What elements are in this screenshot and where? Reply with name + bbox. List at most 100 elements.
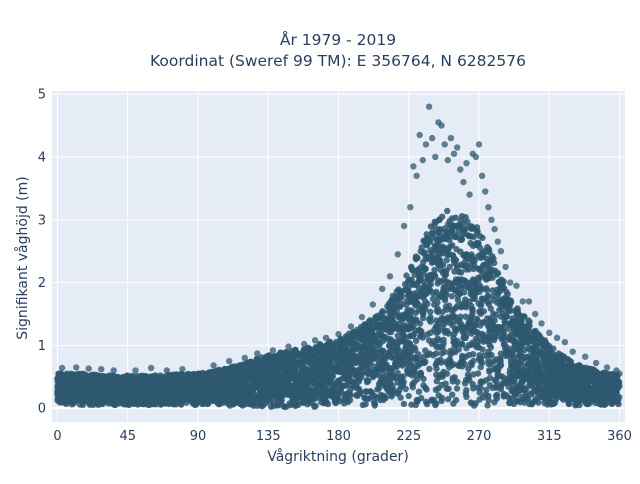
data-point — [529, 400, 535, 406]
data-point — [370, 374, 376, 380]
data-point — [543, 372, 549, 378]
data-point — [535, 374, 541, 380]
data-point — [386, 329, 392, 335]
data-point — [475, 370, 481, 376]
data-point — [468, 315, 474, 321]
data-point — [459, 341, 465, 347]
data-point — [321, 386, 327, 392]
data-point — [451, 268, 457, 274]
data-point — [472, 277, 478, 283]
data-point — [434, 299, 440, 305]
data-point — [450, 400, 456, 406]
data-point — [509, 345, 515, 351]
data-point — [471, 266, 477, 272]
data-point — [470, 351, 476, 357]
data-point — [186, 382, 192, 388]
data-point — [367, 317, 373, 323]
data-point — [533, 349, 539, 355]
data-point — [477, 337, 483, 343]
data-point — [509, 315, 515, 321]
data-point — [489, 257, 495, 263]
data-point — [421, 304, 427, 310]
data-point — [413, 358, 419, 364]
data-point — [377, 373, 383, 379]
data-point — [422, 256, 428, 262]
data-point — [154, 395, 160, 401]
data-point — [376, 345, 382, 351]
data-point — [440, 235, 446, 241]
data-point — [190, 389, 196, 395]
data-point — [490, 293, 496, 299]
data-point — [418, 248, 424, 254]
data-point — [423, 399, 429, 405]
data-point — [485, 247, 491, 253]
data-point — [355, 343, 361, 349]
data-point — [468, 233, 474, 239]
data-point — [360, 402, 366, 408]
data-point — [131, 392, 137, 398]
data-point — [160, 380, 166, 386]
data-point — [431, 271, 437, 277]
data-point — [478, 301, 484, 307]
data-point — [334, 348, 340, 354]
data-point — [447, 264, 453, 270]
data-point — [435, 280, 441, 286]
data-point — [491, 399, 497, 405]
data-point — [293, 374, 299, 380]
data-point — [502, 315, 508, 321]
data-point — [354, 393, 360, 399]
data-point — [481, 262, 487, 268]
data-point — [572, 402, 578, 408]
data-point — [439, 374, 445, 380]
data-point — [475, 240, 481, 246]
data-point — [454, 379, 460, 385]
data-point — [541, 393, 547, 399]
data-point — [303, 354, 309, 360]
data-point — [436, 392, 442, 398]
data-point — [485, 349, 491, 355]
data-point — [78, 397, 84, 403]
data-point — [529, 336, 535, 342]
data-point — [468, 303, 474, 309]
data-point — [401, 401, 407, 407]
data-point — [316, 394, 322, 400]
data-point — [402, 287, 408, 293]
data-point — [426, 366, 432, 372]
data-point — [453, 305, 459, 311]
data-point — [487, 382, 493, 388]
data-point — [265, 357, 271, 363]
data-point — [528, 391, 534, 397]
data-point — [325, 401, 331, 407]
data-point — [202, 385, 208, 391]
data-point — [418, 370, 424, 376]
data-point — [435, 335, 441, 341]
data-point — [474, 344, 480, 350]
data-point — [452, 234, 458, 240]
data-point — [399, 354, 405, 360]
data-point — [400, 316, 406, 322]
data-point — [397, 338, 403, 344]
data-point — [477, 356, 483, 362]
data-point — [409, 266, 415, 272]
data-point — [571, 392, 577, 398]
data-point — [296, 391, 302, 397]
data-point — [459, 354, 465, 360]
data-point — [583, 381, 589, 387]
data-point — [458, 217, 464, 223]
data-point — [434, 308, 440, 314]
data-point — [472, 287, 478, 293]
data-point — [318, 376, 324, 382]
data-point — [166, 392, 172, 398]
data-point — [444, 385, 450, 391]
data-point — [341, 400, 347, 406]
data-point — [481, 308, 487, 314]
data-point — [217, 369, 223, 375]
data-point — [462, 258, 468, 264]
data-point — [170, 373, 176, 379]
data-point — [443, 289, 449, 295]
data-point — [388, 339, 394, 345]
data-point — [449, 293, 455, 299]
data-point — [413, 318, 419, 324]
data-point — [370, 347, 376, 353]
data-point — [319, 356, 325, 362]
